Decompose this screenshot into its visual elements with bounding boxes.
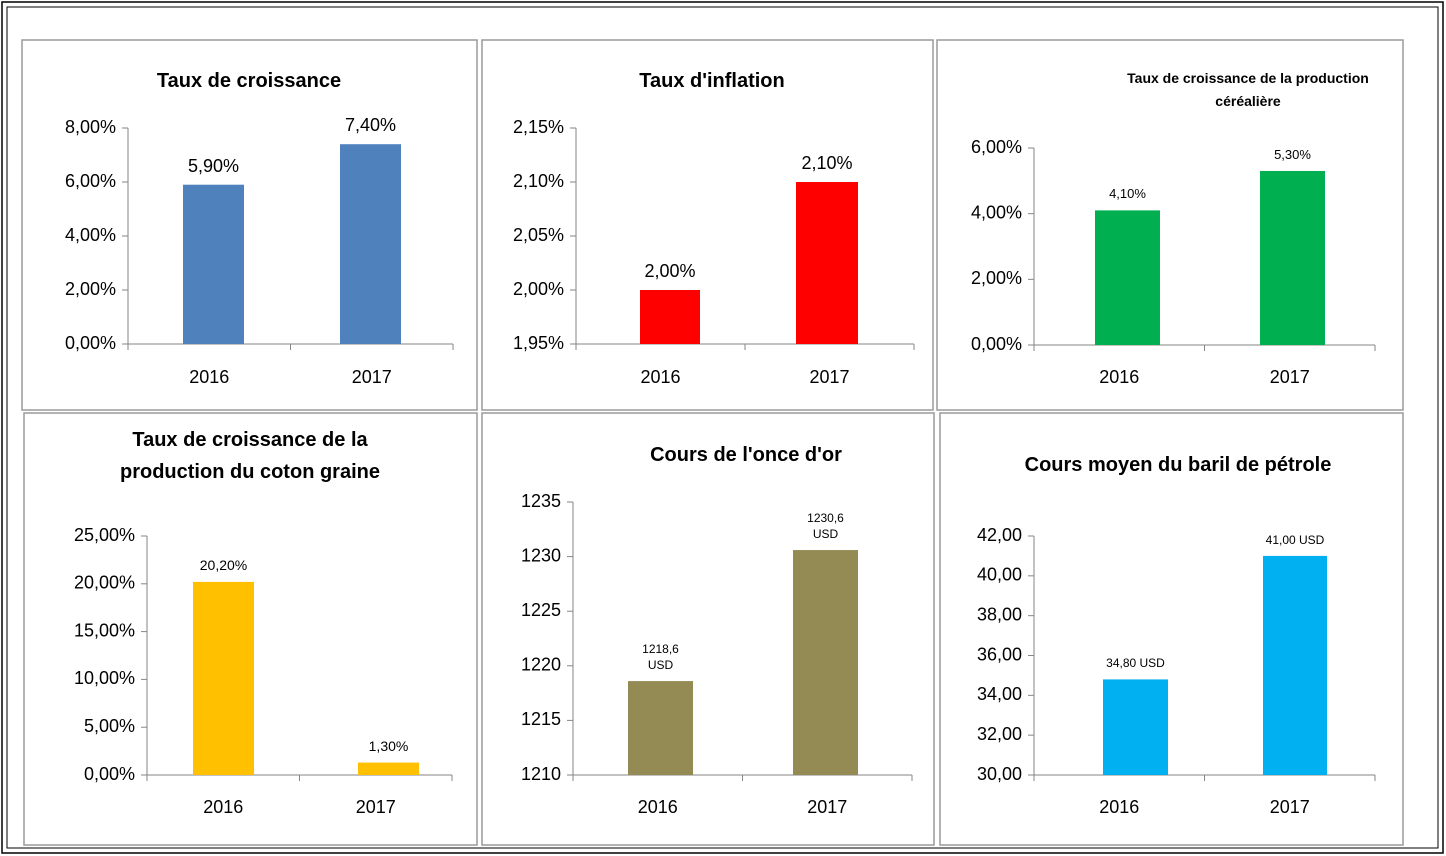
data-label: 2,10% [801, 153, 853, 173]
y-tick-label: 25,00% [74, 525, 135, 545]
chart-title: Taux de croissance [156, 70, 342, 92]
x-tick-label: 2017 [1270, 367, 1310, 387]
y-tick-label: 1235 [521, 491, 561, 511]
y-tick-label: 2,00% [513, 279, 564, 299]
chart-title: Taux de croissance de la production du c… [120, 429, 380, 483]
y-tick-label: 2,05% [513, 225, 564, 245]
y-tick-label: 2,00% [971, 268, 1022, 288]
data-label: 4,10% [1109, 186, 1146, 202]
x-tick-label: 2016 [640, 367, 680, 387]
bar [640, 290, 700, 344]
y-tick-label: 4,00% [65, 225, 116, 245]
bar [1095, 210, 1160, 345]
y-tick-label: 32,00 [977, 724, 1022, 744]
data-label: 1,30% [368, 737, 409, 754]
y-tick-label: 40,00 [977, 565, 1022, 585]
y-tick-label: 1220 [521, 655, 561, 675]
x-tick-label: 2017 [1270, 797, 1310, 817]
panel-border [21, 39, 478, 411]
bar [1260, 170, 1325, 345]
y-tick-label: 1,95% [513, 333, 564, 353]
y-tick-label: 0,00% [971, 334, 1022, 354]
bar [793, 550, 858, 775]
y-tick-label: 15,00% [74, 620, 135, 640]
chart-title: Taux de croissance de la production céré… [1127, 70, 1369, 109]
x-tick-label: 2016 [638, 797, 678, 817]
panel-border [481, 412, 935, 846]
bar [796, 182, 858, 344]
y-tick-label: 2,00% [65, 279, 116, 299]
x-tick-label: 2017 [809, 367, 849, 387]
x-tick-label: 2016 [1099, 367, 1139, 387]
panel-border [481, 39, 934, 411]
y-tick-label: 30,00 [977, 764, 1022, 784]
y-tick-label: 1210 [521, 764, 561, 784]
x-tick-label: 2016 [189, 367, 229, 387]
bar [1103, 679, 1168, 775]
data-label: 1230,6 USD [807, 511, 844, 542]
y-tick-label: 8,00% [65, 117, 116, 137]
chart-title: Cours moyen du baril de pétrole [1024, 454, 1332, 476]
bar [183, 184, 244, 344]
panel-border [936, 39, 1404, 411]
x-tick-label: 2017 [352, 367, 392, 387]
x-tick-label: 2016 [1099, 797, 1139, 817]
data-label: 2,00% [644, 261, 696, 281]
y-tick-label: 38,00 [977, 604, 1022, 624]
x-tick-label: 2017 [356, 797, 396, 817]
bar [193, 581, 254, 775]
y-tick-label: 10,00% [74, 668, 135, 688]
y-tick-label: 2,10% [513, 171, 564, 191]
y-tick-label: 1215 [521, 709, 561, 729]
bar [1263, 555, 1327, 775]
y-tick-label: 6,00% [65, 171, 116, 191]
chart-title: Taux d'inflation [639, 70, 785, 92]
y-tick-label: 36,00 [977, 644, 1022, 664]
data-label: 5,90% [187, 155, 240, 176]
data-label: 7,40% [344, 115, 397, 136]
y-tick-label: 34,00 [977, 684, 1022, 704]
bar [628, 681, 693, 775]
y-tick-label: 20,00% [74, 573, 135, 593]
data-label: 5,30% [1274, 146, 1311, 162]
x-tick-label: 2016 [203, 797, 243, 817]
bar [358, 762, 419, 775]
x-tick-label: 2017 [807, 797, 847, 817]
y-tick-label: 1230 [521, 545, 561, 565]
data-label: 34,80 USD [1106, 656, 1165, 671]
y-tick-label: 2,15% [513, 117, 564, 137]
y-tick-label: 4,00% [971, 202, 1022, 222]
chart-title: Cours de l'once d'or [650, 444, 842, 466]
y-tick-label: 0,00% [84, 764, 135, 784]
y-tick-label: 6,00% [971, 137, 1022, 157]
panel-border [939, 412, 1404, 846]
y-tick-label: 5,00% [84, 716, 135, 736]
data-label: 20,20% [199, 556, 248, 573]
data-label: 41,00 USD [1265, 532, 1325, 547]
inner-border [6, 6, 1439, 849]
bar [340, 144, 401, 344]
y-tick-label: 42,00 [977, 525, 1022, 545]
y-tick-label: 1225 [521, 600, 561, 620]
panel-border [23, 412, 478, 846]
y-tick-label: 0,00% [65, 333, 116, 353]
data-label: 1218,6 USD [642, 642, 679, 673]
